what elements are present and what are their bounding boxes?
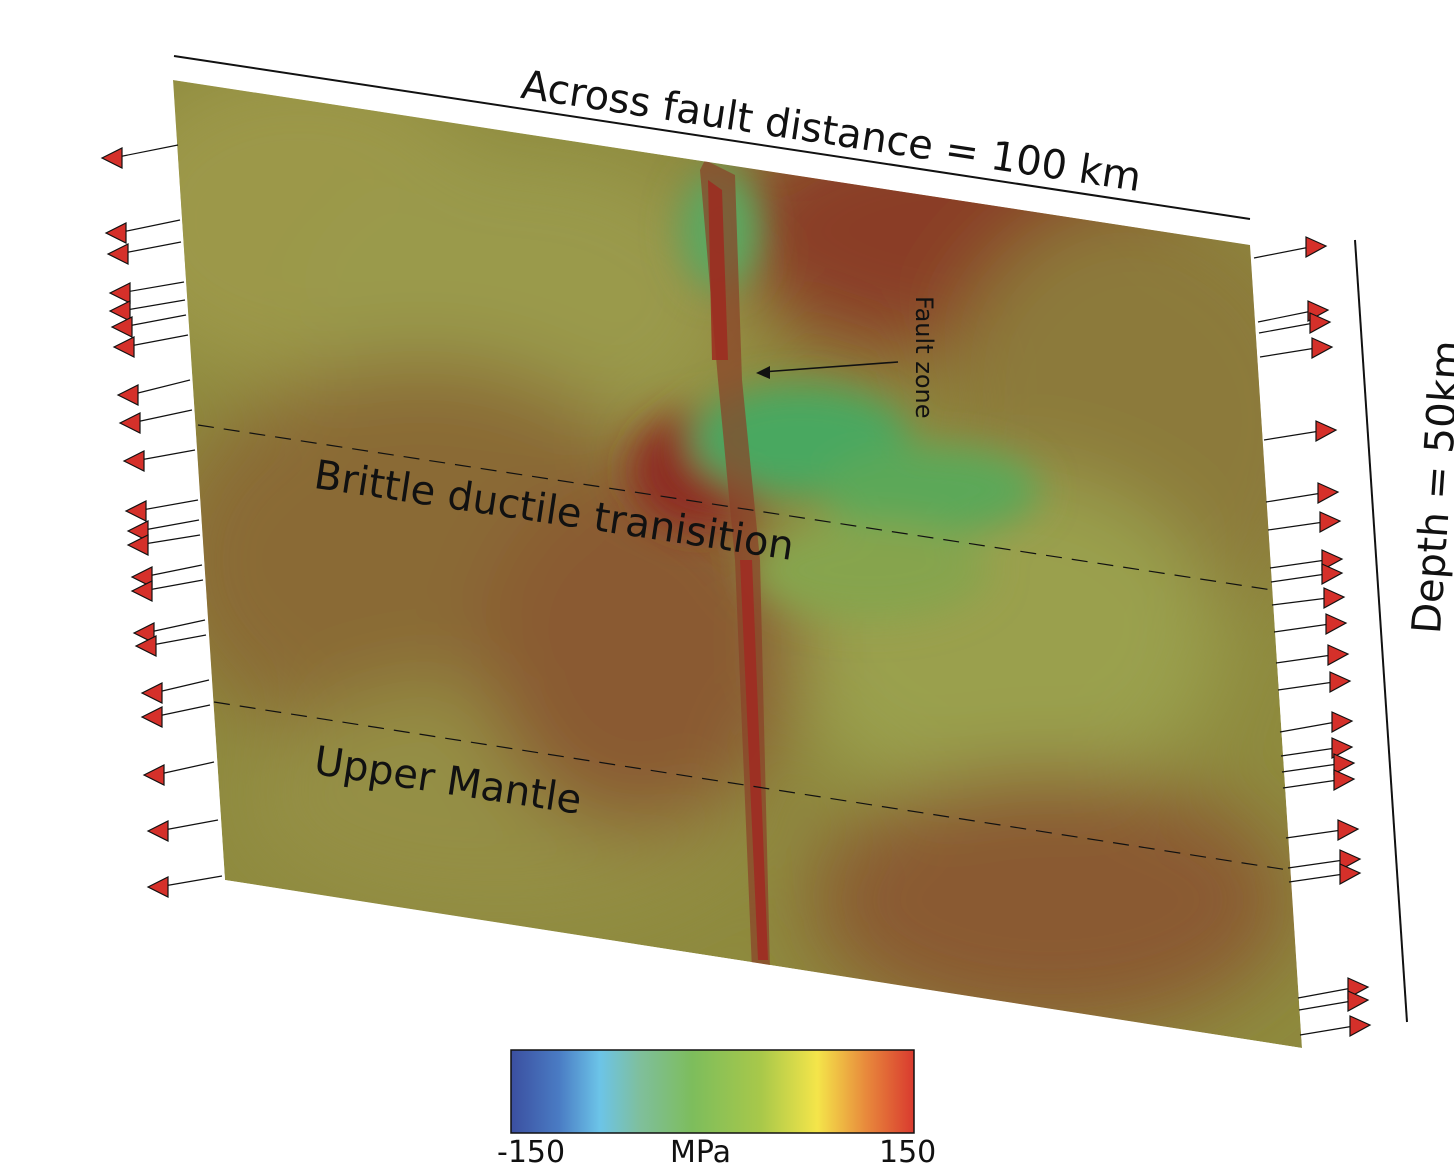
stress-slab: [173, 80, 1302, 1048]
fault-pointer-line: [761, 361, 899, 373]
width-dimension-line: [173, 55, 1251, 220]
depth-dimension-line: [1354, 239, 1408, 1023]
right-boundary-arrows: [1253, 236, 1372, 1038]
colorbar-unit-label: MPa: [670, 1135, 732, 1170]
colorbar-max-label: 150: [879, 1135, 937, 1170]
left-boundary-arrows: [100, 144, 223, 898]
fault-zone-label: Fault zone: [910, 296, 938, 419]
colorbar: [510, 1049, 915, 1134]
fault-pointer-arrowhead: [756, 366, 770, 379]
colorbar-min-label: -150: [497, 1135, 566, 1170]
